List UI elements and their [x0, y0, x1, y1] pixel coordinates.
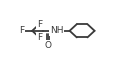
Text: NH: NH [49, 26, 63, 35]
Text: F: F [19, 26, 24, 35]
Text: F: F [36, 33, 41, 42]
Text: F: F [36, 20, 41, 29]
Text: O: O [44, 41, 51, 50]
